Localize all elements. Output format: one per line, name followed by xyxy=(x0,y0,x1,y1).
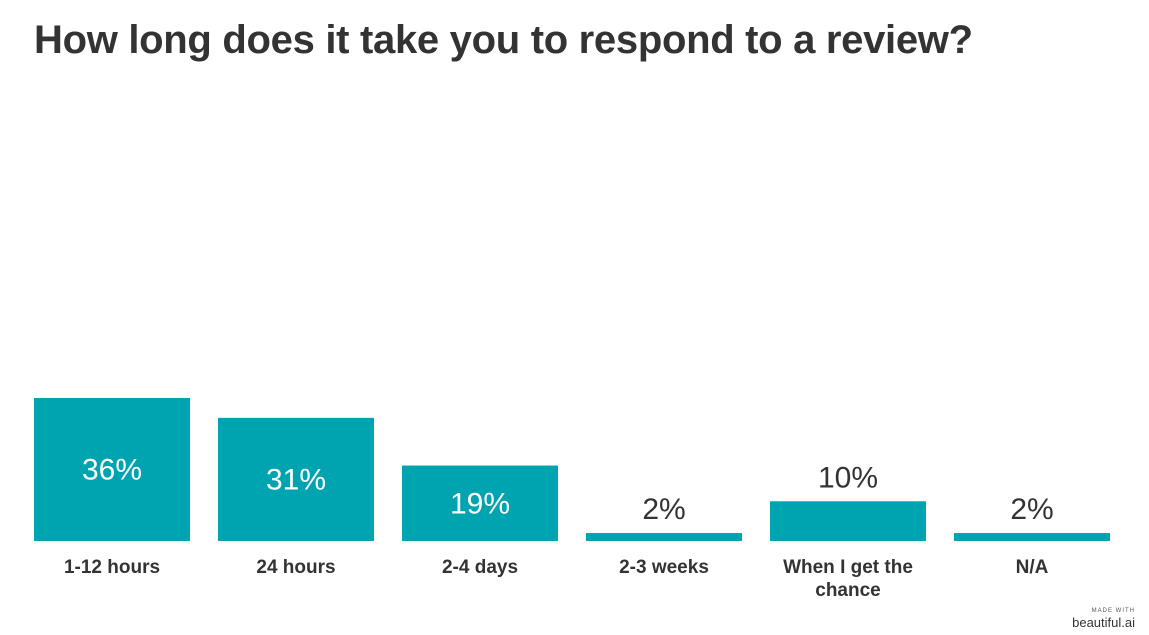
bar-when-i-get-the-chance xyxy=(770,501,926,541)
made-with-badge[interactable]: MADE WITH beautiful.ai xyxy=(1072,608,1135,629)
bar-1-12-hours xyxy=(34,398,190,541)
category-label-24-hours: 24 hours xyxy=(256,557,335,578)
bar-n-a xyxy=(954,533,1110,541)
value-label-1-12-hours: 36% xyxy=(82,454,142,487)
value-label-when-i-get-the-chance: 10% xyxy=(818,461,878,494)
category-label-1-12-hours: 1-12 hours xyxy=(64,557,160,578)
category-label-when-i-get-the-chance: When I get the chance xyxy=(783,557,913,601)
bar-2-3-weeks xyxy=(586,533,742,541)
brand-logo: beautiful.ai xyxy=(1072,615,1135,630)
value-label-2-3-weeks: 2% xyxy=(642,493,685,526)
chart-title: How long does it take you to respond to … xyxy=(34,18,973,62)
value-label-24-hours: 31% xyxy=(266,463,326,496)
category-label-n-a: N/A xyxy=(1016,557,1049,578)
category-label-2-3-weeks: 2-3 weeks xyxy=(619,557,709,578)
value-label-n-a: 2% xyxy=(1010,493,1053,526)
made-with-label: MADE WITH xyxy=(1091,608,1135,614)
category-label-2-4-days: 2-4 days xyxy=(442,557,518,578)
bar-24-hours xyxy=(218,417,374,541)
value-label-2-4-days: 19% xyxy=(450,487,510,520)
bar-2-4-days xyxy=(402,465,558,541)
